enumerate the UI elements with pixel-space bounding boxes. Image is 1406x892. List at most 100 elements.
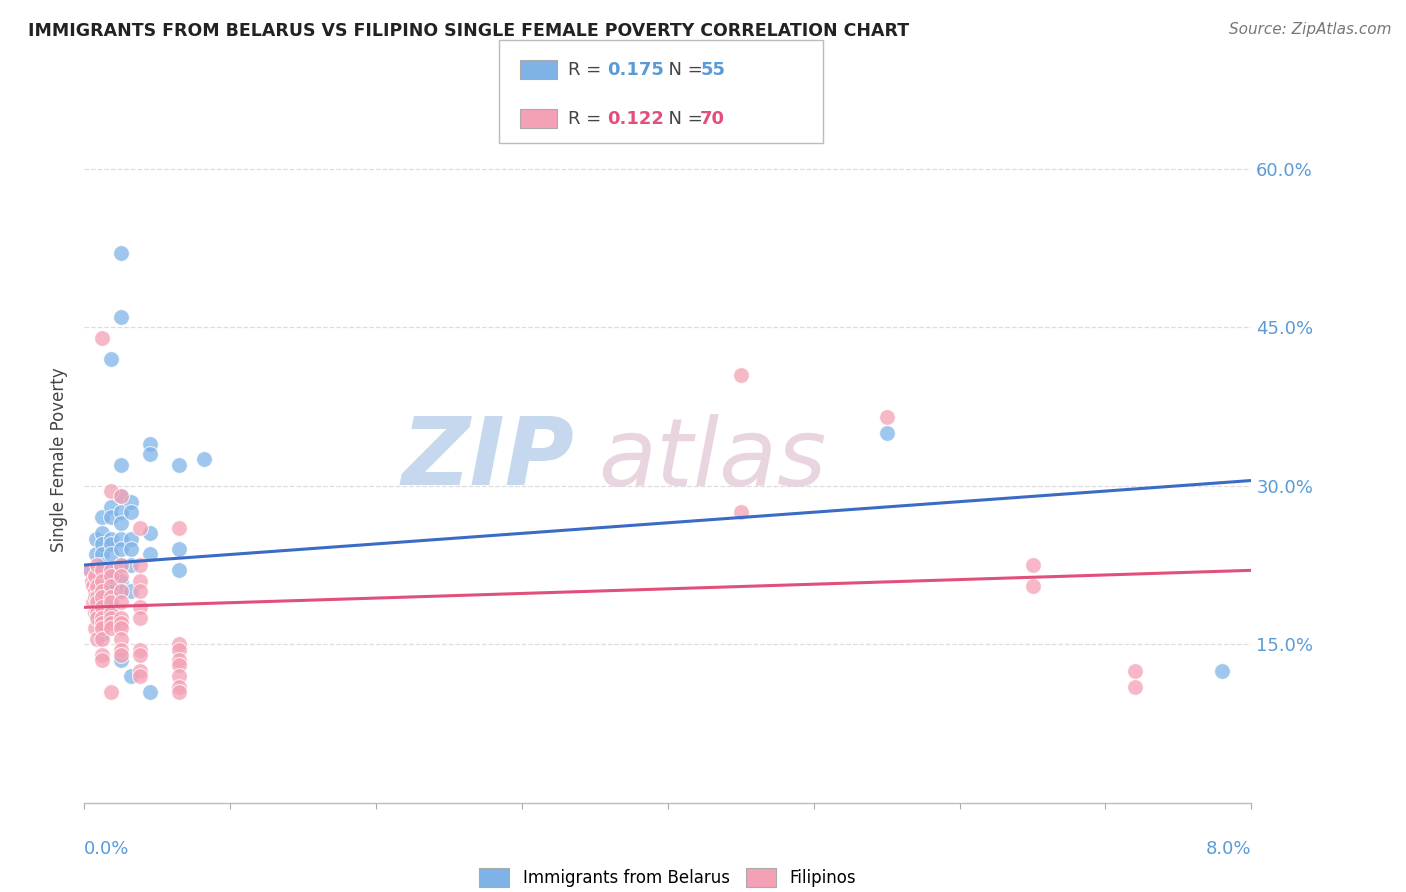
Text: R =: R = — [568, 110, 607, 128]
Point — [100, 548, 122, 562]
Text: N =: N = — [657, 110, 709, 128]
Point — [110, 622, 132, 636]
Point — [82, 595, 104, 609]
Point — [128, 642, 150, 657]
Point — [86, 590, 108, 604]
Point — [86, 632, 108, 646]
Text: 55: 55 — [700, 61, 725, 78]
Text: N =: N = — [657, 61, 709, 78]
Point — [110, 653, 132, 667]
Point — [90, 622, 112, 636]
Point — [84, 568, 107, 582]
Point — [84, 548, 107, 562]
Point — [120, 542, 142, 557]
Text: atlas: atlas — [598, 414, 827, 505]
Point — [110, 642, 132, 657]
Point — [128, 664, 150, 678]
Point — [90, 648, 112, 662]
Point — [90, 590, 112, 604]
Point — [84, 584, 107, 599]
Point — [1123, 664, 1146, 678]
Text: ZIP: ZIP — [402, 413, 575, 506]
Point — [1211, 664, 1233, 678]
Point — [120, 494, 142, 508]
Point — [100, 622, 122, 636]
Point — [139, 526, 162, 541]
Point — [876, 425, 898, 440]
Point — [110, 542, 132, 557]
Point — [100, 537, 122, 551]
Point — [86, 611, 108, 625]
Point — [110, 489, 132, 503]
Point — [110, 516, 132, 530]
Point — [79, 563, 101, 577]
Point — [730, 368, 752, 382]
Text: 0.0%: 0.0% — [84, 839, 129, 858]
Text: IMMIGRANTS FROM BELARUS VS FILIPINO SINGLE FEMALE POVERTY CORRELATION CHART: IMMIGRANTS FROM BELARUS VS FILIPINO SING… — [28, 22, 910, 40]
Point — [90, 584, 112, 599]
Point — [90, 616, 112, 631]
Point — [90, 568, 112, 582]
Point — [82, 579, 104, 593]
Point — [90, 595, 112, 609]
Point — [79, 563, 101, 577]
Point — [86, 558, 108, 572]
Point — [110, 310, 132, 324]
Text: 0.175: 0.175 — [607, 61, 664, 78]
Text: 8.0%: 8.0% — [1206, 839, 1251, 858]
Point — [1021, 558, 1043, 572]
Point — [110, 648, 132, 662]
Point — [167, 458, 190, 472]
Point — [83, 622, 105, 636]
Point — [84, 532, 107, 546]
Point — [110, 584, 132, 599]
Point — [110, 532, 132, 546]
Point — [128, 574, 150, 588]
Point — [120, 669, 142, 683]
Point — [120, 584, 142, 599]
Point — [100, 532, 122, 546]
Point — [110, 584, 132, 599]
Point — [90, 510, 112, 524]
Text: R =: R = — [568, 61, 607, 78]
Point — [100, 568, 122, 582]
Point — [1123, 680, 1146, 694]
Point — [100, 590, 122, 604]
Point — [100, 579, 122, 593]
Point — [90, 331, 112, 345]
Point — [167, 542, 190, 557]
Point — [110, 574, 132, 588]
Point — [167, 563, 190, 577]
Point — [110, 558, 132, 572]
Point — [128, 669, 150, 683]
Point — [110, 632, 132, 646]
Point — [730, 505, 752, 519]
Point — [90, 537, 112, 551]
Point — [100, 563, 122, 577]
Point — [139, 436, 162, 450]
Point — [90, 611, 112, 625]
Point — [110, 558, 132, 572]
Point — [90, 611, 112, 625]
Point — [128, 600, 150, 615]
Point — [167, 521, 190, 535]
Point — [90, 626, 112, 640]
Point — [167, 658, 190, 673]
Point — [83, 606, 105, 620]
Point — [120, 532, 142, 546]
Point — [83, 568, 105, 582]
Point — [110, 246, 132, 260]
Point — [167, 637, 190, 651]
Point — [90, 563, 112, 577]
Point — [90, 574, 112, 588]
Legend: Immigrants from Belarus, Filipinos: Immigrants from Belarus, Filipinos — [471, 859, 865, 892]
Point — [100, 500, 122, 514]
Point — [100, 351, 122, 366]
Point — [100, 606, 122, 620]
Point — [90, 579, 112, 593]
Point — [100, 685, 122, 699]
Y-axis label: Single Female Poverty: Single Female Poverty — [51, 368, 69, 551]
Point — [90, 653, 112, 667]
Point — [110, 616, 132, 631]
Point — [139, 447, 162, 461]
